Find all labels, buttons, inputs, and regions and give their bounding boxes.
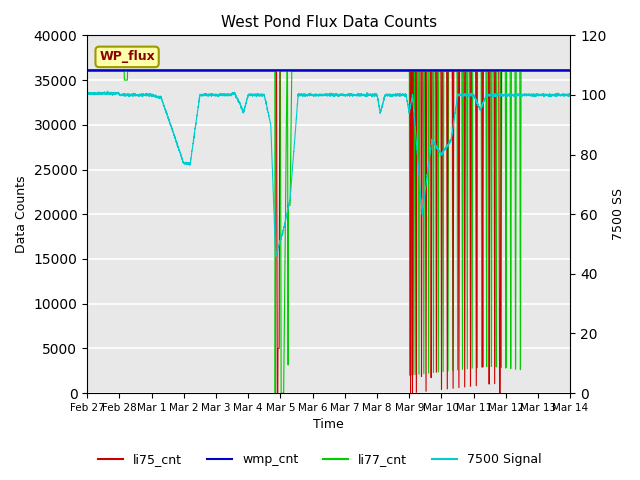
Y-axis label: Data Counts: Data Counts — [15, 176, 28, 253]
Legend: li75_cnt, wmp_cnt, li77_cnt, 7500 Signal: li75_cnt, wmp_cnt, li77_cnt, 7500 Signal — [93, 448, 547, 471]
Y-axis label: 7500 SS: 7500 SS — [612, 188, 625, 240]
Text: WP_flux: WP_flux — [99, 50, 155, 63]
Title: West Pond Flux Data Counts: West Pond Flux Data Counts — [221, 15, 437, 30]
X-axis label: Time: Time — [314, 419, 344, 432]
